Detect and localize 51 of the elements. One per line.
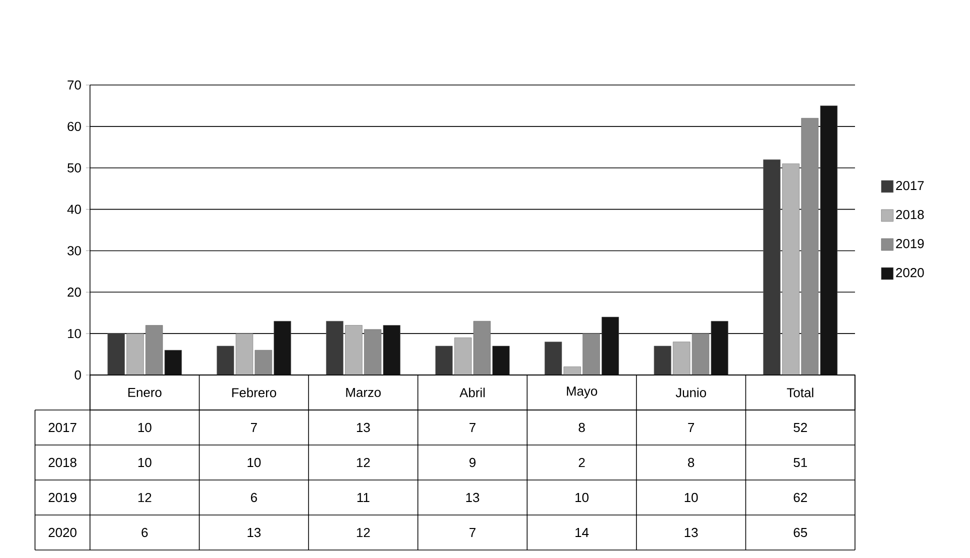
data-label: 52 xyxy=(794,422,807,432)
x-tick-label: Total xyxy=(786,388,814,398)
text: 2017 xyxy=(48,422,76,432)
data-label: 2 xyxy=(578,458,585,468)
data-label: 9 xyxy=(469,458,476,468)
data-label: 12 xyxy=(356,458,370,468)
legend-label: 2020 xyxy=(896,268,924,278)
data-label: 10 xyxy=(248,458,261,468)
data-label: 65 xyxy=(794,528,808,538)
data-label: 7 xyxy=(250,423,257,432)
y-tick-label: 0 xyxy=(74,370,81,380)
legend-label: 2018 xyxy=(896,210,924,220)
y-tick-label: 70 xyxy=(68,80,81,90)
x-tick-label: Junio xyxy=(676,388,706,398)
data-label: 13 xyxy=(466,492,480,502)
x-tick-label: Marzo xyxy=(346,388,381,398)
legend-label: 2019 xyxy=(896,239,924,248)
legend-label: 2017 xyxy=(896,180,924,190)
x-tick-label: Abril xyxy=(460,388,485,398)
data-label: 51 xyxy=(794,458,807,468)
data-label: 10 xyxy=(138,458,152,468)
y-tick-label: 50 xyxy=(68,163,81,172)
data-label: 8 xyxy=(578,422,585,432)
data-label: 13 xyxy=(684,528,698,538)
data-label: 10 xyxy=(576,492,589,502)
data-label: 7 xyxy=(470,423,476,432)
data-label: 11 xyxy=(357,493,370,502)
data-label: 6 xyxy=(250,492,257,502)
data-label: 14 xyxy=(576,528,589,537)
data-label: 12 xyxy=(138,492,152,502)
data-label: 10 xyxy=(684,492,698,502)
data-label: 13 xyxy=(356,422,370,432)
data-label: 6 xyxy=(142,528,148,538)
text: 2019 xyxy=(48,492,76,502)
y-tick-label: 60 xyxy=(68,122,81,132)
data-label: 7 xyxy=(470,528,476,537)
text: 2020 xyxy=(48,528,76,538)
x-tick-label: Febrero xyxy=(232,388,276,398)
x-tick-label: Enero xyxy=(128,388,162,398)
data-label: 13 xyxy=(248,528,261,538)
text: 2018 xyxy=(48,458,76,468)
data-label: 12 xyxy=(356,528,370,538)
x-tick-label: Mayo xyxy=(566,386,598,398)
y-tick-label: 10 xyxy=(68,328,81,338)
y-tick-label: 40 xyxy=(67,204,81,214)
data-label: 8 xyxy=(688,458,694,468)
data-label: 62 xyxy=(794,492,807,502)
y-tick-label: 20 xyxy=(68,288,81,297)
data-label: 7 xyxy=(688,423,694,432)
y-tick-label: 30 xyxy=(68,246,81,256)
data-label: 10 xyxy=(138,422,152,432)
